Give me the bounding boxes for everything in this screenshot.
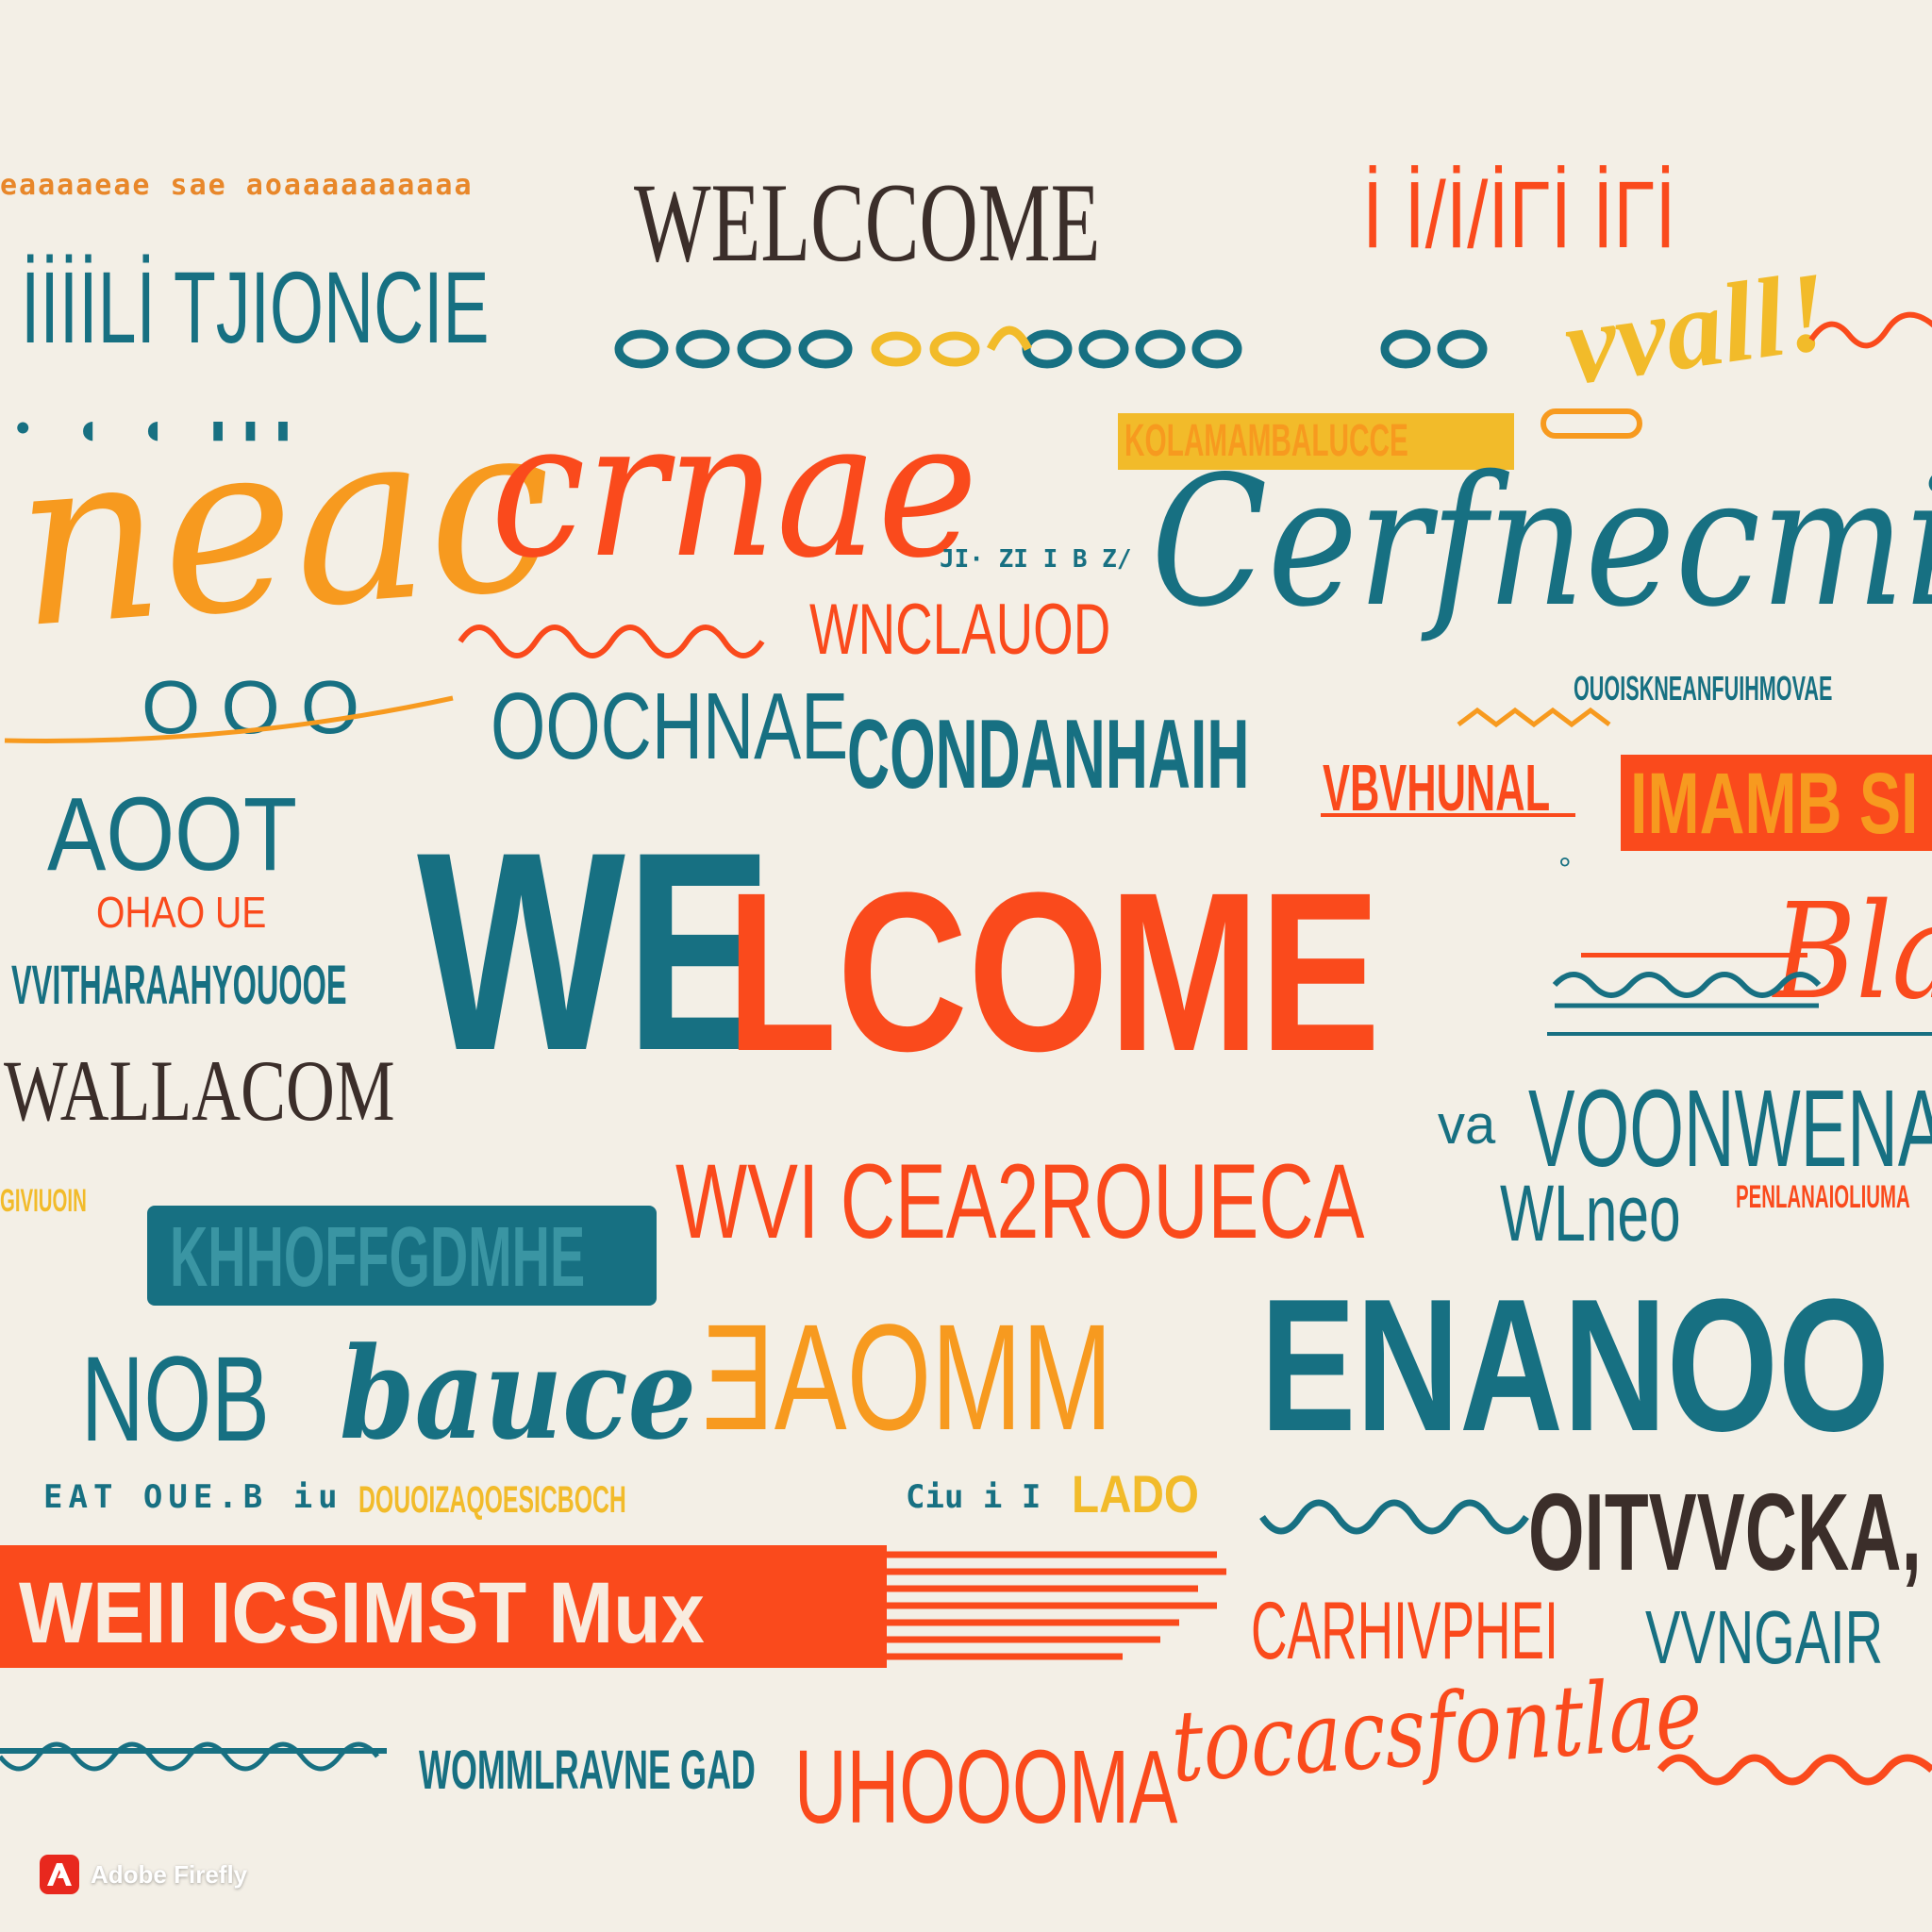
word-yellow-band: KOLAMAMBALUCCE (1124, 416, 1408, 466)
word-vvvnga: VVNGAIR (1645, 1595, 1884, 1679)
yellow-band (1118, 413, 1514, 470)
hero-welcome-we: WE (417, 792, 773, 1109)
word-uhoooma: UHOOOMA (794, 1729, 1178, 1845)
word-crnae-script: crnae (491, 380, 978, 600)
word-teal-cursive: Cerfnecmi (1151, 438, 1932, 646)
orange-wave-bottom-right (1657, 1754, 1932, 1786)
word-wommlrave: WOMMLRAVNE GAD (419, 1740, 756, 1801)
word-khhoff: KHHOFFGDMHE (170, 1210, 586, 1305)
orange-band-bottom (0, 1545, 887, 1668)
word-carhiv: CARHIVPHEI (1251, 1586, 1558, 1676)
word-oochnae: OOCHNAE (491, 674, 849, 779)
word-va: va (1438, 1094, 1496, 1156)
dotted-ornament-text: eaaaaeae sae aoaaaaaaaaaa (0, 169, 474, 202)
vbvhunal-underline (1321, 813, 1575, 817)
orange-wave (458, 625, 765, 658)
word-yellow-small: DOUOIZAQOESICBOCH (358, 1479, 626, 1521)
word-vvitharaa: VVITHARAAHYOUOOE (11, 955, 347, 1016)
gold-squiggle (1808, 311, 1932, 349)
teal-band-left (147, 1206, 657, 1306)
word-cursive-orange: tocacsfontlae (1169, 1655, 1705, 1805)
teal-zigzag (1259, 1499, 1529, 1535)
red-line-right (1581, 953, 1807, 958)
badge-label: Adobe Firefly (91, 1859, 248, 1889)
word-oitvvcka: OITVVCKA, (1528, 1471, 1922, 1593)
word-enanoo: ENANOO (1260, 1260, 1890, 1471)
word-wnclauod: WNCLAUOD (809, 590, 1111, 670)
word-orange-band-right: IMAMB SI (1630, 756, 1919, 852)
teal-lace-ornament (0, 1741, 387, 1772)
chain-ornament (614, 325, 1488, 369)
dots-row-left: • ◖ ◖ ▮▮▮ (13, 410, 307, 448)
gold-zigzag (1457, 707, 1611, 728)
word-aoot: AOOT (47, 776, 297, 892)
word-band-text: WEII ICSIMST Mux (19, 1565, 705, 1661)
word-tjioncie: İİİİLİ TJIONCIE (21, 250, 490, 364)
word-voonwenaai: VOONWENAAI (1528, 1067, 1932, 1190)
orange-band-right (1621, 755, 1932, 851)
word-welccome-top: WELCCOME (634, 159, 1101, 285)
small-circle-mark: ° (1558, 852, 1572, 888)
word-vvall: vvall! (1557, 247, 1837, 408)
orange-swoosh (4, 695, 454, 743)
teal-doodle-small: Ciu i I (906, 1478, 1041, 1516)
small-doodle-text: JI· ZI I B Z/ (940, 545, 1132, 574)
word-penlan: PENLANAIOLIUMA (1736, 1179, 1910, 1215)
word-vbvhunal: VBVHUNAL (1323, 751, 1551, 824)
word-bla-script: Bla (1774, 875, 1932, 1029)
word-dot-lines: EAT OUE.B iu (43, 1478, 343, 1516)
adobe-firefly-logo-icon (40, 1855, 79, 1894)
word-ohaoue: OHAO UE (96, 888, 267, 937)
word-small-header-right: OUOISKNEANFUIHMOVAE (1574, 669, 1833, 708)
word-wallacom: WALLACOM (4, 1042, 395, 1139)
yellow-small-left: GIVIUOIN (0, 1183, 87, 1219)
word-lado: LADO (1072, 1464, 1199, 1524)
word-nob: NOB (81, 1332, 270, 1467)
hero-welcome-lcome: LCOME (726, 845, 1381, 1098)
word-condanhaih: CONDANHAIH (847, 700, 1250, 809)
orange-oval (1541, 408, 1642, 439)
word-daomm: ƎAOMM (702, 1292, 1113, 1461)
word-wlneo: WLneo (1500, 1169, 1681, 1257)
orange-stripes (877, 1551, 1226, 1660)
teal-wave-right (1552, 972, 1822, 1008)
teal-line-right (1547, 1032, 1932, 1036)
adobe-firefly-badge: Adobe Firefly (40, 1851, 247, 1898)
word-orange-top-right: İ İ/İ/İΓİ İΓİ (1362, 162, 1676, 268)
word-wvicea: WVI CEA2ROUECA (675, 1142, 1365, 1260)
word-bauce: bauce (340, 1319, 697, 1468)
